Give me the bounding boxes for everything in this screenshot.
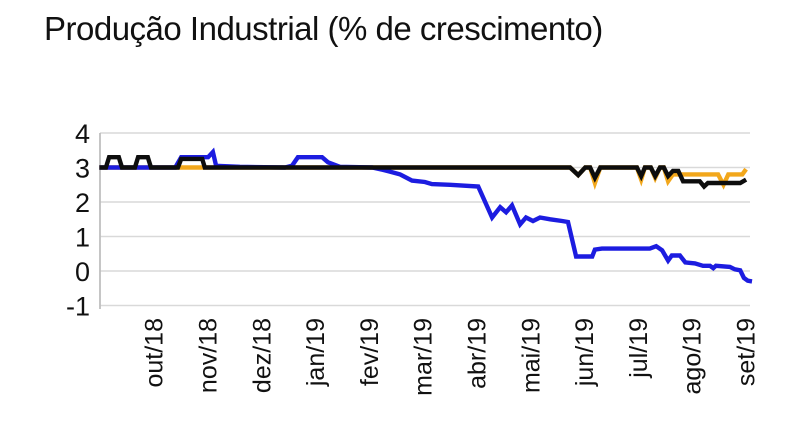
x-tick-label: ago/19 <box>679 318 707 394</box>
y-tick-label: 2 <box>75 188 90 218</box>
x-tick-labels: out/18 nov/18 dez/18 jan/19 fev/19 mar/19 abr/… <box>141 318 761 396</box>
chart-title: Produção Industrial (% de crescimento) <box>44 10 603 47</box>
x-tick-label: abr/19 <box>464 318 492 389</box>
y-tick-label: 4 <box>75 119 90 149</box>
series-line-linha-preta <box>99 155 748 190</box>
x-tick-label: dez/18 <box>248 318 276 393</box>
x-tick-label: out/18 <box>141 318 169 388</box>
x-tick-label: nov/18 <box>195 318 223 393</box>
x-tick-label: set/19 <box>733 318 761 386</box>
x-tick-label: fev/19 <box>356 318 384 386</box>
x-tick-label: mar/19 <box>410 318 438 396</box>
series-lines <box>99 147 753 284</box>
y-tick-label: 1 <box>75 223 90 253</box>
y-tick-label: 0 <box>75 257 90 287</box>
x-tick-label: jan/19 <box>302 318 330 387</box>
y-tick-label: -1 <box>66 292 90 322</box>
x-tick-label: jul/19 <box>625 318 653 379</box>
y-tick-labels: 4 3 2 1 0 -1 <box>66 119 90 322</box>
x-tick-label: jun/19 <box>571 318 599 387</box>
series-line-linha-azul <box>99 147 753 284</box>
y-tick-label: 3 <box>75 154 90 184</box>
x-tick-label: mai/19 <box>517 318 545 393</box>
